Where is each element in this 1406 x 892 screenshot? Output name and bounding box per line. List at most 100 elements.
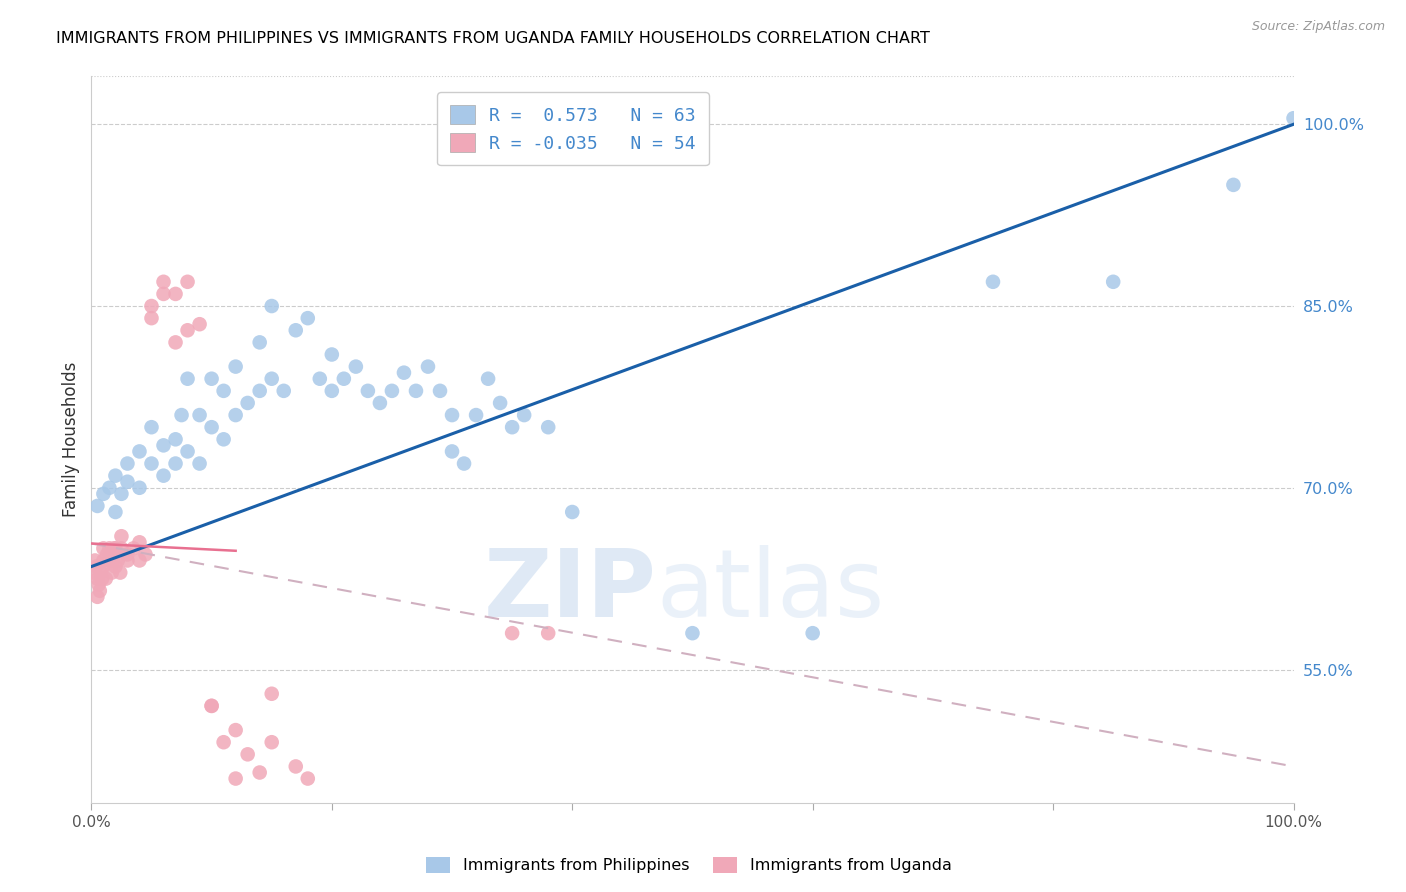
Point [152,287,174,301]
Point [165,433,187,447]
Point [98,553,121,567]
Point [101,566,124,580]
Point [188,457,211,471]
Point [86,590,108,604]
Point [1222,178,1244,192]
Point [260,735,283,749]
Point [90,566,112,580]
Point [368,396,391,410]
Point [513,408,536,422]
Point [152,468,174,483]
Point [537,420,560,434]
Point [141,420,163,434]
Point [98,481,121,495]
Point [83,566,105,580]
Point [249,335,271,350]
Point [165,335,187,350]
Point [93,553,115,567]
Point [273,384,295,398]
Point [128,444,150,458]
Point [297,772,319,786]
Point [440,408,463,422]
Point [86,499,108,513]
Point [176,323,198,337]
Point [405,384,427,398]
Point [981,275,1004,289]
Point [284,323,307,337]
Point [561,505,583,519]
Point [152,438,174,452]
Point [249,765,271,780]
Point [89,583,111,598]
Point [110,487,132,501]
Point [93,487,115,501]
Point [392,366,415,380]
Point [537,626,560,640]
Point [117,475,139,489]
Point [176,275,198,289]
Point [501,420,523,434]
Point [110,529,132,543]
Point [141,457,163,471]
Point [117,553,139,567]
Point [104,559,127,574]
Point [225,408,247,422]
Point [84,559,107,574]
Point [201,372,224,386]
Point [94,572,117,586]
Point [801,626,824,640]
Point [236,747,259,762]
Point [122,541,145,556]
Point [333,372,356,386]
Point [104,468,127,483]
Point [225,723,247,737]
Point [100,548,122,562]
Point [429,384,451,398]
Point [86,572,108,586]
Point [98,541,121,556]
Point [489,396,512,410]
Point [260,372,283,386]
Point [103,541,125,556]
Point [501,626,523,640]
Point [128,553,150,567]
Point [84,553,107,567]
Point [176,444,198,458]
Point [141,299,163,313]
Point [93,541,115,556]
Point [212,735,235,749]
Point [201,420,224,434]
Point [344,359,367,374]
Point [170,408,193,422]
Point [128,481,150,495]
Point [249,384,271,398]
Point [152,275,174,289]
Point [141,311,163,326]
Point [91,572,114,586]
Point [260,299,283,313]
Point [134,548,156,562]
Point [465,408,488,422]
Point [297,311,319,326]
Point [381,384,404,398]
Point [117,548,139,562]
Point [104,505,127,519]
Point [201,698,224,713]
Point [107,553,129,567]
Point [416,359,439,374]
Point [236,396,259,410]
Point [96,548,118,562]
Point [308,372,330,386]
Point [225,359,247,374]
Point [477,372,499,386]
Point [212,433,235,447]
Point [321,347,343,361]
Point [104,541,127,556]
Point [87,578,110,592]
Text: ZIP: ZIP [484,545,657,637]
Point [440,444,463,458]
Point [357,384,380,398]
Point [176,372,198,386]
Point [284,759,307,773]
Legend: Immigrants from Philippines, Immigrants from Uganda: Immigrants from Philippines, Immigrants … [419,850,959,880]
